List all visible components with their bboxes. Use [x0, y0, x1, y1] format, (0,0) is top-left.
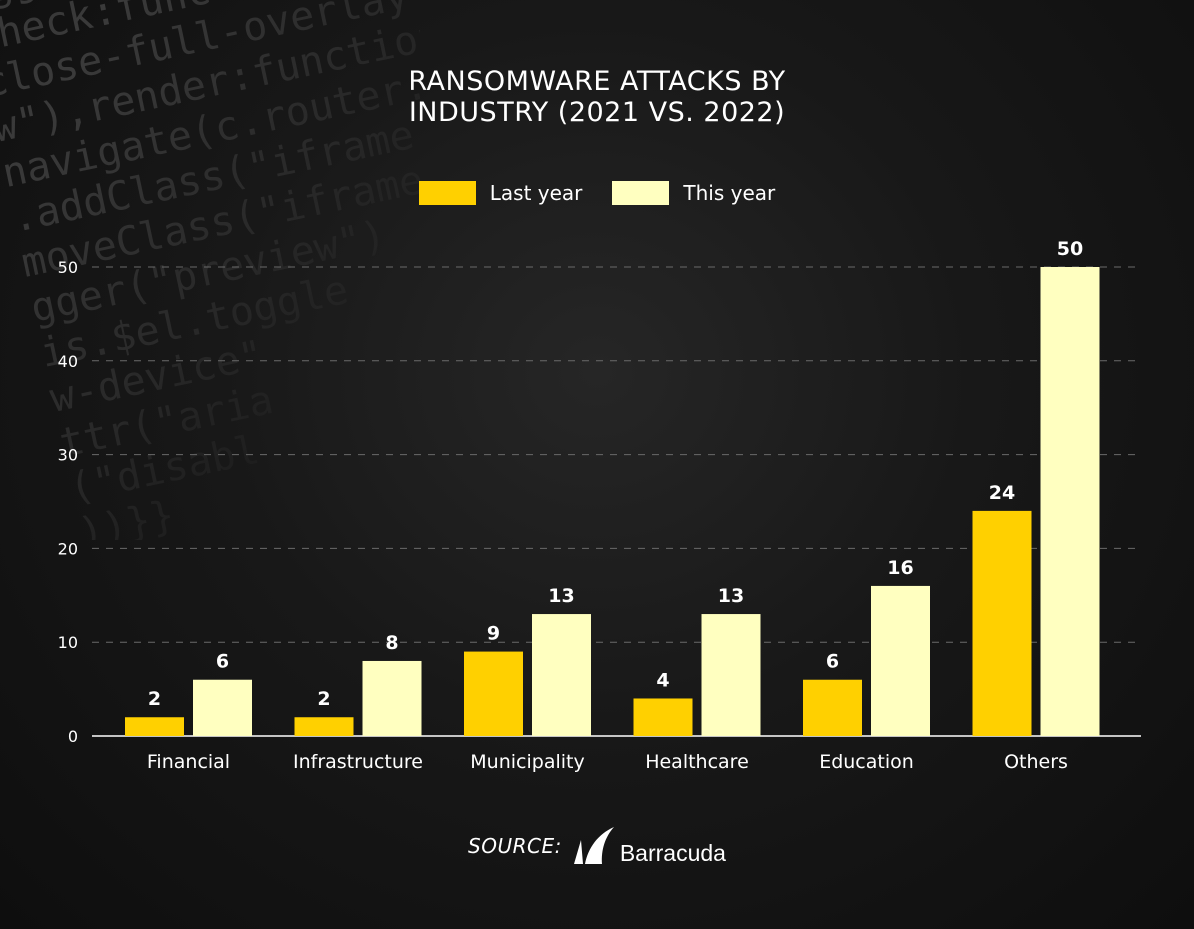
bar-financial-last-year [125, 717, 184, 736]
x-tick-label-education: Education [819, 751, 914, 773]
y-tick-label-20: 20 [58, 539, 78, 558]
data-label-healthcare-last-year: 4 [656, 669, 669, 691]
data-label-others-this-year: 50 [1057, 238, 1083, 260]
data-label-municipality-this-year: 13 [548, 585, 574, 607]
legend-item-this-year: This year [612, 181, 775, 205]
y-tick-label-30: 30 [58, 446, 78, 465]
data-label-education-last-year: 6 [826, 651, 839, 673]
y-tick-label-40: 40 [58, 352, 78, 371]
y-tick-label-0: 0 [68, 727, 78, 746]
chart-title-line-2: INDUSTRY (2021 VS. 2022) [408, 97, 786, 128]
barracuda-fin-logo-icon [573, 827, 614, 864]
legend-label-this-year: This year [683, 181, 776, 205]
x-tick-label-infrastructure: Infrastructure [293, 751, 423, 773]
brand-logo: Barracuda [572, 826, 726, 866]
data-label-education-this-year: 16 [887, 557, 913, 579]
data-label-financial-this-year: 6 [216, 651, 229, 673]
y-tick-label-10: 10 [58, 633, 78, 652]
source-credit: SOURCE: Barracuda [0, 826, 1194, 866]
chart-title-line-1: RANSOMWARE ATTACKS BY [408, 66, 786, 97]
source-label: SOURCE: [468, 834, 562, 858]
bar-financial-this-year [193, 679, 252, 736]
bar-education-last-year [803, 679, 862, 736]
data-labels: 2 6 2 8 9 13 4 13 6 16 24 50 [148, 238, 1083, 710]
chart-title: RANSOMWARE ATTACKS BY INDUSTRY (2021 VS.… [0, 66, 1194, 128]
bar-municipality-this-year [532, 614, 591, 736]
data-label-others-last-year: 24 [989, 482, 1015, 504]
y-tick-label-50: 50 [58, 258, 78, 277]
brand-name: Barracuda [619, 840, 726, 866]
x-tick-label-municipality: Municipality [470, 751, 584, 773]
bar-education-this-year [871, 585, 930, 736]
bar-others-last-year [972, 510, 1032, 736]
x-tick-label-financial: Financial [147, 751, 230, 773]
bar-infrastructure-last-year [294, 717, 354, 736]
legend-swatch-this-year [612, 181, 670, 205]
bar-healthcare-this-year [701, 614, 761, 736]
bar-others-this-year [1040, 267, 1100, 736]
bar-infrastructure-this-year [362, 660, 422, 736]
x-tick-label-healthcare: Healthcare [645, 751, 749, 773]
legend-item-last-year: Last year [418, 181, 583, 205]
data-label-infrastructure-last-year: 2 [317, 688, 330, 710]
chart-legend: Last year This year [0, 181, 1194, 205]
x-tick-label-others: Others [1004, 751, 1068, 773]
legend-label-last-year: Last year [489, 181, 583, 205]
data-label-healthcare-this-year: 13 [718, 585, 744, 607]
y-axis-ticks: 0 10 20 30 40 50 [58, 258, 78, 746]
data-label-infrastructure-this-year: 8 [385, 632, 398, 654]
data-label-financial-last-year: 2 [148, 688, 161, 710]
legend-swatch-last-year [418, 181, 476, 205]
bars [125, 267, 1100, 736]
bar-healthcare-last-year [633, 698, 693, 736]
bar-municipality-last-year [464, 651, 523, 736]
gridlines [92, 266, 1141, 737]
x-axis-ticks: Financial Infrastructure Municipality Healt… [147, 751, 1068, 773]
data-label-municipality-last-year: 9 [487, 623, 500, 645]
